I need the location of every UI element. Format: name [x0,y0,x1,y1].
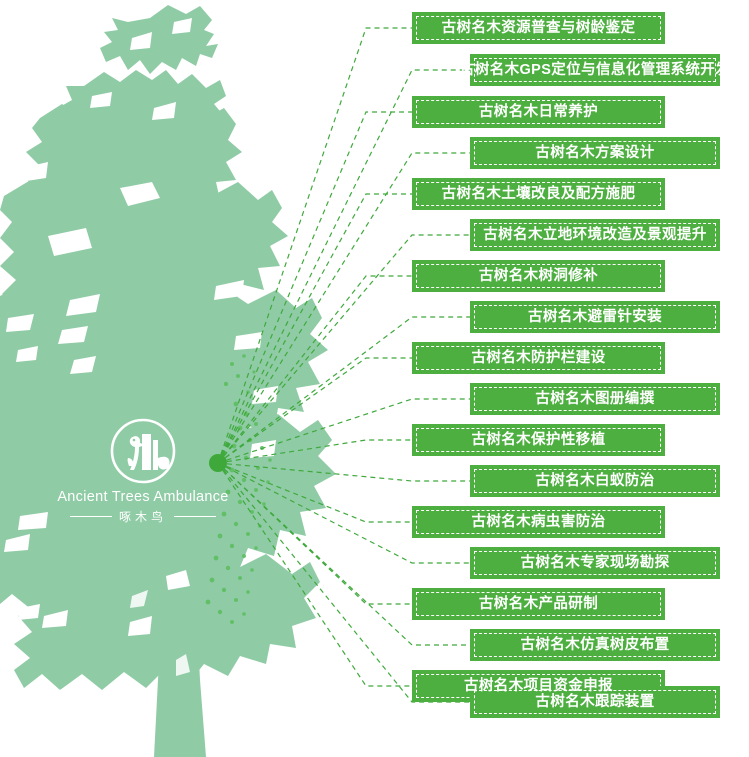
service-node[interactable]: 古树名木土壤改良及配方施肥 [412,178,665,210]
service-node-label: 古树名木防护栏建设 [471,349,606,366]
brand-title: Ancient Trees Ambulance [57,489,229,505]
service-node-label: 古树名木图册编撰 [535,390,655,407]
connector-line [217,357,412,464]
service-node-label: 古树名木保护性移植 [471,431,606,448]
connector-line [217,462,470,703]
service-node-label: 古树名木项目资金申报 [464,677,613,694]
connector-line [217,27,412,464]
service-node[interactable]: 古树名木专家现场勘探 [470,547,720,579]
service-node-label: 古树名木立地环境改造及景观提升 [483,226,707,243]
service-node-label: 古树名木土壤改良及配方施肥 [441,185,636,202]
service-node-label: 古树名木白蚁防治 [535,472,655,489]
service-node-label: 古树名木仿真树皮布置 [520,636,670,653]
connector-line [217,462,412,523]
service-node[interactable]: 古树名木资源普查与树龄鉴定 [412,12,665,44]
service-node-label: 古树名木跟踪装置 [535,693,655,710]
service-node[interactable]: 古树名木避雷针安装 [470,301,720,333]
service-node[interactable]: 古树名木立地环境改造及景观提升 [470,219,720,251]
service-node-label: 古树名木树洞修补 [478,267,599,284]
service-node[interactable]: 古树名木GPS定位与信息化管理系统开发 [460,54,730,86]
service-node[interactable]: 古树名木图册编撰 [470,383,720,415]
service-node-label: 古树名木GPS定位与信息化管理系统开发 [459,61,731,78]
connector-line [217,439,412,464]
service-hub-dot [209,454,227,472]
connector-line [217,275,412,464]
connector-line [217,462,470,482]
service-node[interactable]: 古树名木病虫害防治 [412,506,665,538]
service-node[interactable]: 古树名木产品研制 [412,588,665,620]
connector-line [217,462,412,687]
service-node-label: 古树名木产品研制 [478,595,599,612]
ancient-tree-illustration [0,5,336,757]
brand-subtitle: 啄木鸟 [118,510,167,524]
service-node-label: 古树名木专家现场勘探 [520,554,670,571]
brand-subtitle-row: 啄木鸟 [48,508,238,525]
service-node[interactable]: 古树名木防护栏建设 [412,342,665,374]
connector-line [217,193,412,464]
service-node-label: 古树名木资源普查与树龄鉴定 [441,19,636,36]
rule-left [69,516,112,517]
service-node[interactable]: 古树名木方案设计 [470,137,720,169]
rule-right [174,516,216,517]
service-node[interactable]: 古树名木白蚁防治 [470,465,720,497]
service-node-label: 古树名木避雷针安装 [527,308,663,325]
connector-line [217,111,412,464]
service-node-label: 古树名木方案设计 [535,144,655,161]
connector-line [217,462,412,605]
woodpecker-tree-circle-icon [110,418,176,484]
service-node[interactable]: 古树名木仿真树皮布置 [470,629,720,661]
brand-logo: Ancient Trees Ambulance 啄木鸟 [48,414,238,525]
service-node-label: 古树名木病虫害防治 [471,513,606,530]
service-node[interactable]: 古树名木保护性移植 [412,424,665,456]
service-node[interactable]: 古树名木日常养护 [412,96,665,128]
service-node[interactable]: 古树名木树洞修补 [412,260,665,292]
service-node-label: 古树名木日常养护 [478,103,599,120]
